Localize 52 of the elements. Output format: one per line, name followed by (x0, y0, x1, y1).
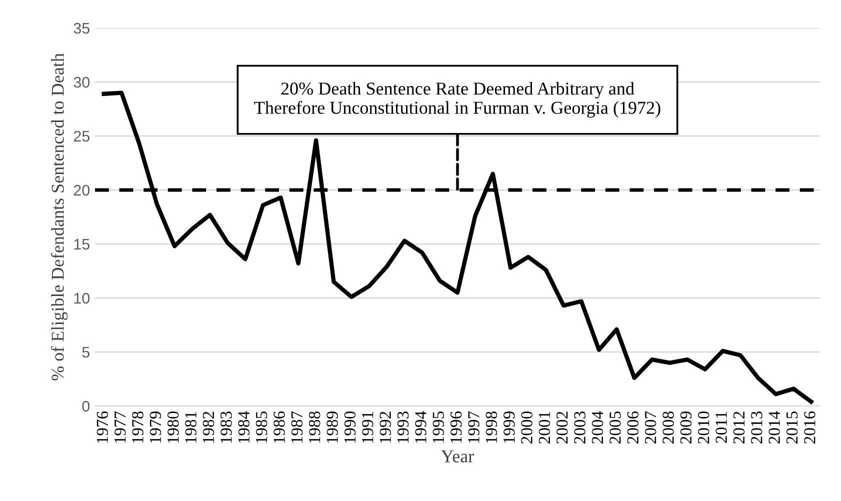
x-tick-label: 1980 (168, 411, 179, 443)
x-tick-label: 1998 (486, 411, 498, 443)
x-tick-label: 2014 (768, 411, 780, 444)
x-tick-label: 1996 (450, 411, 462, 443)
y-tick-label: 0 (82, 400, 90, 412)
x-tick-label: 1985 (256, 412, 268, 443)
x-tick-label: 1979 (150, 412, 162, 443)
y-tick-label: 10 (74, 292, 90, 304)
x-axis-title: Year (441, 450, 474, 462)
y-tick-label: 20 (74, 184, 90, 196)
x-tick-label: 1993 (397, 412, 409, 443)
y-axis-title: % of Eligible Defendants Sentenced to Death (50, 53, 68, 380)
x-tick-label: 1991 (362, 412, 374, 443)
x-tick-label: 2012 (733, 412, 745, 444)
x-tick-label: 2008 (662, 411, 674, 444)
y-tick-label: 35 (74, 22, 90, 34)
x-tick-label: 1978 (132, 411, 144, 443)
x-tick-label: 1989 (326, 412, 338, 443)
x-tick-label: 1988 (308, 411, 320, 443)
x-tick-label: 1982 (202, 412, 214, 443)
x-tick-label: 1976 (96, 411, 108, 443)
x-tick-label: 1997 (468, 411, 480, 443)
x-tick-label: 1977 (114, 411, 126, 443)
x-tick-label: 1987 (291, 411, 303, 443)
x-tick-label: 2007 (644, 411, 656, 444)
y-tick-label: 15 (74, 239, 90, 250)
x-tick-label: 2002 (556, 412, 568, 444)
x-tick-label: 2004 (592, 411, 604, 444)
x-tick-label: 2011 (716, 412, 727, 443)
x-tick-label: 1984 (238, 411, 250, 443)
x-tick-label: 1986 (274, 411, 285, 443)
ref-line-label: 20% Death Sentence Rate Deemed Arbitrary and Therefore Unconstitutional in Furman v. Georgia (1972) (254, 82, 660, 118)
x-tick-label: 1992 (380, 412, 391, 443)
x-tick-label: 1983 (220, 412, 232, 443)
x-tick-label: 2005 (610, 412, 621, 444)
x-tick-label: 1994 (415, 411, 426, 443)
x-tick-label: 2003 (574, 412, 586, 444)
x-tick-label: 1981 (185, 412, 196, 443)
x-tick-label: 2013 (751, 412, 762, 444)
x-tick-label: 2015 (786, 412, 798, 444)
x-tick-label: 1995 (432, 412, 444, 443)
x-tick-label: 2000 (521, 411, 532, 444)
y-tick-label: 5 (82, 347, 90, 358)
x-tick-label: 2006 (627, 411, 638, 444)
x-tick-label: 2010 (698, 411, 710, 444)
x-tick-label: 1999 (504, 412, 515, 443)
x-tick-label: 1990 (344, 411, 356, 443)
x-tick-label: 2001 (538, 412, 550, 444)
x-tick-label: 2009 (680, 412, 692, 444)
x-tick-label: 2016 (804, 411, 816, 444)
y-tick-label: 30 (74, 76, 90, 88)
y-tick-label: 25 (74, 130, 90, 142)
